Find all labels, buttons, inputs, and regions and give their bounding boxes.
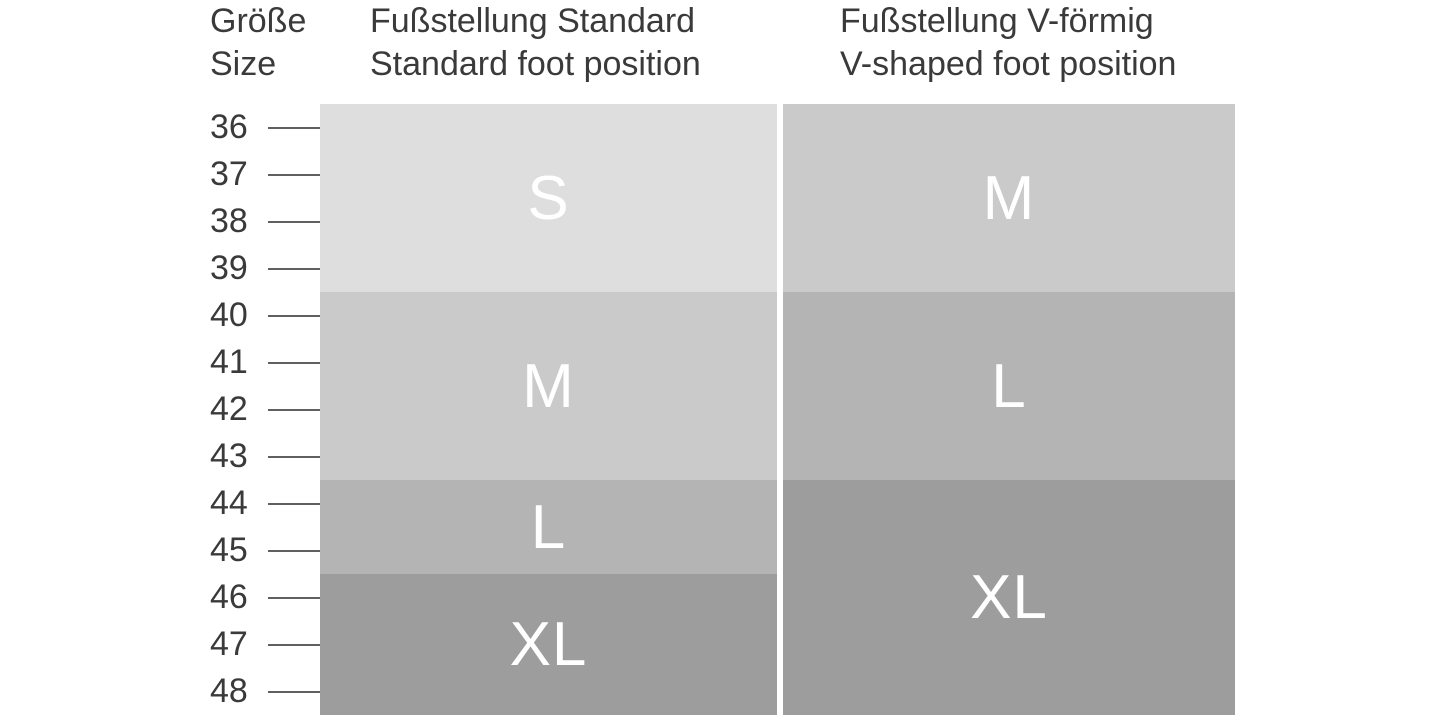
- size-tick-line: [268, 597, 320, 599]
- size-tick-value: 43: [210, 437, 260, 476]
- size-tick-line: [268, 174, 320, 176]
- size-chart: Größe Size Fußstellung Standard Standard…: [200, 0, 1235, 723]
- standard-cell-label: XL: [510, 609, 588, 680]
- vshape-cell: M: [783, 104, 1235, 292]
- size-tick-value: 38: [210, 202, 260, 241]
- size-tick-value: 47: [210, 625, 260, 664]
- header-vshape: Fußstellung V-förmig V-shaped foot posit…: [840, 0, 1310, 85]
- size-tick-value: 39: [210, 249, 260, 288]
- header-vshape-de: Fußstellung V-förmig: [840, 0, 1310, 43]
- size-tick-line: [268, 503, 320, 505]
- header-size-en: Size: [210, 43, 330, 86]
- standard-cell-label: S: [527, 163, 569, 234]
- standard-cell-label: L: [531, 492, 566, 563]
- size-tick-line: [268, 456, 320, 458]
- size-tick: 42: [210, 386, 320, 433]
- size-tick: 45: [210, 527, 320, 574]
- header-row: Größe Size Fußstellung Standard Standard…: [200, 0, 1235, 100]
- size-tick-line: [268, 268, 320, 270]
- size-tick-line: [268, 550, 320, 552]
- size-tick-line: [268, 221, 320, 223]
- size-tick: 44: [210, 480, 320, 527]
- size-tick-value: 44: [210, 484, 260, 523]
- size-tick-value: 36: [210, 108, 260, 147]
- size-tick: 37: [210, 151, 320, 198]
- size-tick-line: [268, 127, 320, 129]
- vshape-cell-label: M: [983, 163, 1036, 234]
- size-tick-value: 37: [210, 155, 260, 194]
- vshape-cell: L: [783, 292, 1235, 480]
- standard-cell-label: M: [522, 351, 575, 422]
- standard-cell: L: [320, 480, 777, 574]
- header-standard: Fußstellung Standard Standard foot posit…: [370, 0, 830, 85]
- size-tick: 48: [210, 668, 320, 715]
- vshape-cell-label: L: [991, 351, 1026, 422]
- size-tick: 47: [210, 621, 320, 668]
- size-tick-value: 40: [210, 296, 260, 335]
- size-tick-value: 48: [210, 672, 260, 711]
- standard-cell: XL: [320, 574, 777, 715]
- size-tick: 46: [210, 574, 320, 621]
- size-tick-line: [268, 409, 320, 411]
- size-tick-line: [268, 691, 320, 693]
- size-tick: 39: [210, 245, 320, 292]
- size-tick: 43: [210, 433, 320, 480]
- vshape-cell: XL: [783, 480, 1235, 715]
- header-standard-de: Fußstellung Standard: [370, 0, 830, 43]
- header-vshape-en: V-shaped foot position: [840, 43, 1310, 86]
- header-standard-en: Standard foot position: [370, 43, 830, 86]
- size-tick-value: 46: [210, 578, 260, 617]
- size-tick-value: 45: [210, 531, 260, 570]
- vshape-cell-label: XL: [970, 562, 1048, 633]
- size-tick-value: 41: [210, 343, 260, 382]
- size-tick: 41: [210, 339, 320, 386]
- size-tick-line: [268, 315, 320, 317]
- size-tick-line: [268, 362, 320, 364]
- size-tick-line: [268, 644, 320, 646]
- header-size: Größe Size: [210, 0, 330, 85]
- standard-cell: M: [320, 292, 777, 480]
- column-gap: [777, 104, 783, 715]
- standard-cell: S: [320, 104, 777, 292]
- header-size-de: Größe: [210, 0, 330, 43]
- size-tick: 36: [210, 104, 320, 151]
- size-tick: 40: [210, 292, 320, 339]
- size-tick: 38: [210, 198, 320, 245]
- size-tick-value: 42: [210, 390, 260, 429]
- grid: 36373839404142434445464748SMLXLMLXL: [200, 104, 1235, 716]
